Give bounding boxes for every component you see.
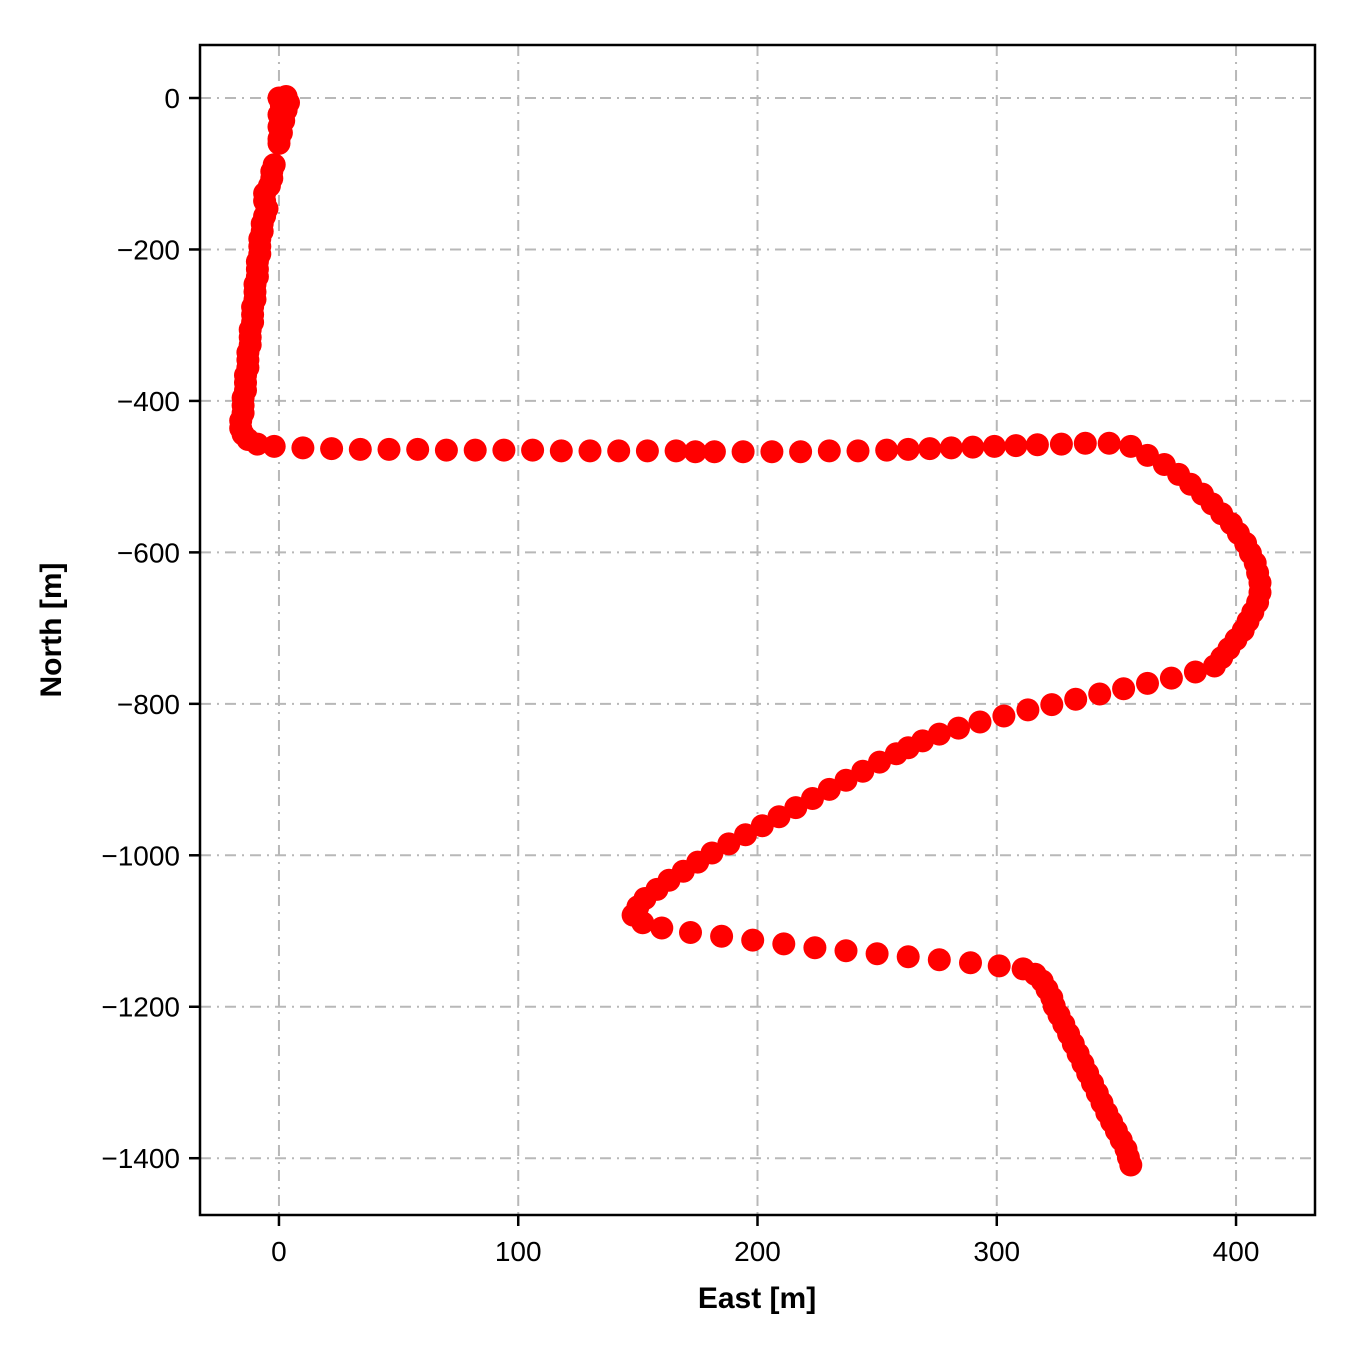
svg-text:−1000: −1000	[101, 840, 180, 871]
svg-text:200: 200	[734, 1236, 781, 1267]
grid-lines	[200, 45, 1315, 1215]
tick-marks	[189, 96, 1238, 1226]
svg-text:−400: −400	[117, 386, 180, 417]
trajectory-points	[229, 85, 1272, 1177]
svg-text:0: 0	[271, 1236, 287, 1267]
svg-text:−1400: −1400	[101, 1143, 180, 1174]
svg-text:0: 0	[164, 83, 180, 114]
svg-text:−600: −600	[117, 537, 180, 568]
x-axis-label: East [m]	[697, 1282, 817, 1315]
svg-text:300: 300	[973, 1236, 1020, 1267]
svg-text:−200: −200	[117, 234, 180, 265]
tick-labels: 0 100 200 300 400 0 −200 −400 −600 −800 −1000 −1200…	[101, 83, 1259, 1267]
svg-text:−800: −800	[117, 689, 180, 720]
svg-text:400: 400	[1213, 1236, 1260, 1267]
svg-text:−1200: −1200	[101, 992, 180, 1023]
y-axis-label: North [m]	[35, 562, 68, 698]
svg-text:100: 100	[495, 1236, 542, 1267]
